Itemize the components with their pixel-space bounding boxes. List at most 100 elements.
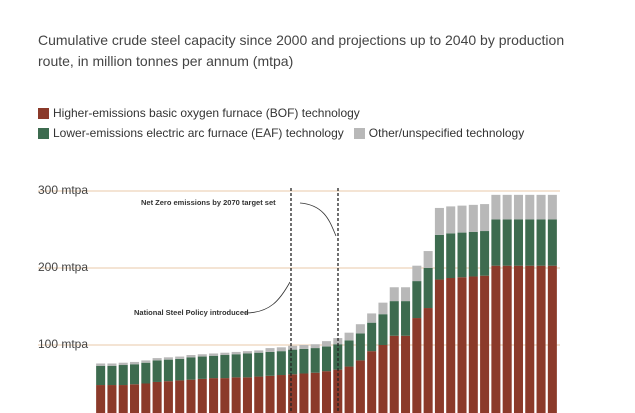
- bar-segment: [344, 366, 354, 413]
- bar-segment: [130, 361, 140, 365]
- bar-segment: [141, 360, 151, 363]
- bar-segment: [118, 385, 128, 413]
- bar-segment: [197, 378, 207, 413]
- bar-segment: [457, 205, 467, 233]
- bar-segment: [480, 231, 490, 276]
- bar-segment: [209, 353, 219, 356]
- bar-segment: [197, 354, 207, 357]
- bar-segment: [175, 358, 185, 381]
- bar-segment: [389, 335, 399, 413]
- bar-segment: [107, 385, 117, 413]
- y-tick-label: 100 mtpa: [38, 337, 88, 351]
- bar-segment: [423, 268, 433, 309]
- bar-segment: [457, 277, 467, 413]
- bar-segment: [378, 314, 388, 345]
- bar-segment: [355, 333, 365, 361]
- bar-segment: [321, 346, 332, 372]
- bar-segment: [355, 360, 365, 413]
- bar-segment: [265, 348, 275, 352]
- bar-segment: [513, 219, 523, 266]
- bar-segment: [446, 233, 456, 279]
- bar-segment: [491, 194, 501, 220]
- bar-segment: [536, 219, 546, 266]
- bar-segment: [378, 302, 388, 315]
- bar-segment: [321, 371, 332, 413]
- bar-segment: [96, 363, 106, 366]
- bar-segment: [231, 351, 241, 355]
- bar-segment: [299, 348, 309, 374]
- bar-segment: [242, 351, 252, 354]
- bar-segment: [152, 381, 162, 413]
- bar-segment: [299, 373, 309, 413]
- bar-segment: [344, 332, 354, 341]
- bar-segment: [310, 348, 320, 373]
- bar-segment: [333, 338, 343, 345]
- bar-segment: [242, 377, 252, 413]
- bar-segment: [254, 350, 264, 353]
- y-tick-label: 200 mtpa: [38, 260, 88, 274]
- bar-segment: [513, 194, 523, 220]
- bar-segment: [401, 335, 411, 413]
- bar-segment: [355, 324, 365, 334]
- bar-segment: [401, 301, 411, 336]
- bar-segment: [254, 352, 264, 377]
- bar-segment: [310, 344, 320, 349]
- chart-subtitle: Cumulative crude steel capacity since 20…: [38, 32, 565, 69]
- bar-segment: [480, 275, 490, 413]
- bar-segment: [321, 341, 332, 347]
- bar-segment: [130, 364, 140, 385]
- bar-segment: [525, 219, 535, 266]
- legend-item: Higher-emissions basic oxygen furnace (B…: [38, 106, 360, 120]
- bar-segment: [502, 194, 512, 220]
- bar-segment: [457, 232, 467, 278]
- bar-segment: [220, 352, 230, 356]
- bar-segment: [163, 381, 173, 413]
- bar-segment: [209, 355, 219, 379]
- bar-segment: [423, 251, 433, 268]
- bar-segment: [265, 351, 275, 376]
- bar-segment: [468, 204, 478, 232]
- bar-segment: [536, 194, 546, 220]
- bar-segment: [446, 206, 456, 234]
- bar-segment: [265, 375, 275, 413]
- bar-segment: [231, 354, 241, 378]
- legend-swatch: [38, 127, 49, 139]
- annotation-leader: [299, 202, 337, 237]
- bar-segment: [163, 359, 173, 382]
- bar-segment: [468, 231, 478, 277]
- bar-segment: [536, 265, 546, 413]
- bar-segment: [502, 219, 512, 266]
- bar-segment: [344, 340, 354, 367]
- legend-row: Lower-emissions electric arc furnace (EA…: [38, 126, 524, 140]
- bar-segment: [96, 385, 106, 413]
- legend-swatch: [353, 127, 365, 139]
- bar-segment: [378, 345, 388, 413]
- bar-segment: [186, 379, 196, 413]
- bar-segment: [401, 287, 411, 302]
- bar-segment: [367, 351, 377, 413]
- annotation: Net Zero emissions by 2070 target set: [141, 198, 276, 207]
- bar-segment: [434, 279, 444, 413]
- bar-segment: [107, 365, 117, 386]
- bar-segment: [389, 287, 399, 302]
- bar-segment: [480, 204, 490, 232]
- bar-segment: [186, 357, 196, 380]
- bar-segment: [175, 380, 185, 413]
- bar-segment: [525, 194, 535, 220]
- bar-segment: [513, 265, 523, 413]
- bar-segment: [434, 234, 444, 280]
- bar-segment: [130, 384, 140, 413]
- bar-segment: [163, 357, 173, 360]
- bar-segment: [468, 276, 478, 413]
- bar-segment: [423, 308, 433, 413]
- bar-segment: [525, 265, 535, 413]
- bar-segment: [333, 344, 343, 370]
- bar-segment: [118, 365, 128, 386]
- bar-segment: [197, 356, 207, 379]
- bar-segment: [118, 362, 128, 366]
- bar-segment: [209, 378, 219, 413]
- bar-segment: [547, 194, 557, 220]
- bar-segment: [276, 351, 286, 376]
- y-tick-label: 300 mtpa: [38, 183, 88, 197]
